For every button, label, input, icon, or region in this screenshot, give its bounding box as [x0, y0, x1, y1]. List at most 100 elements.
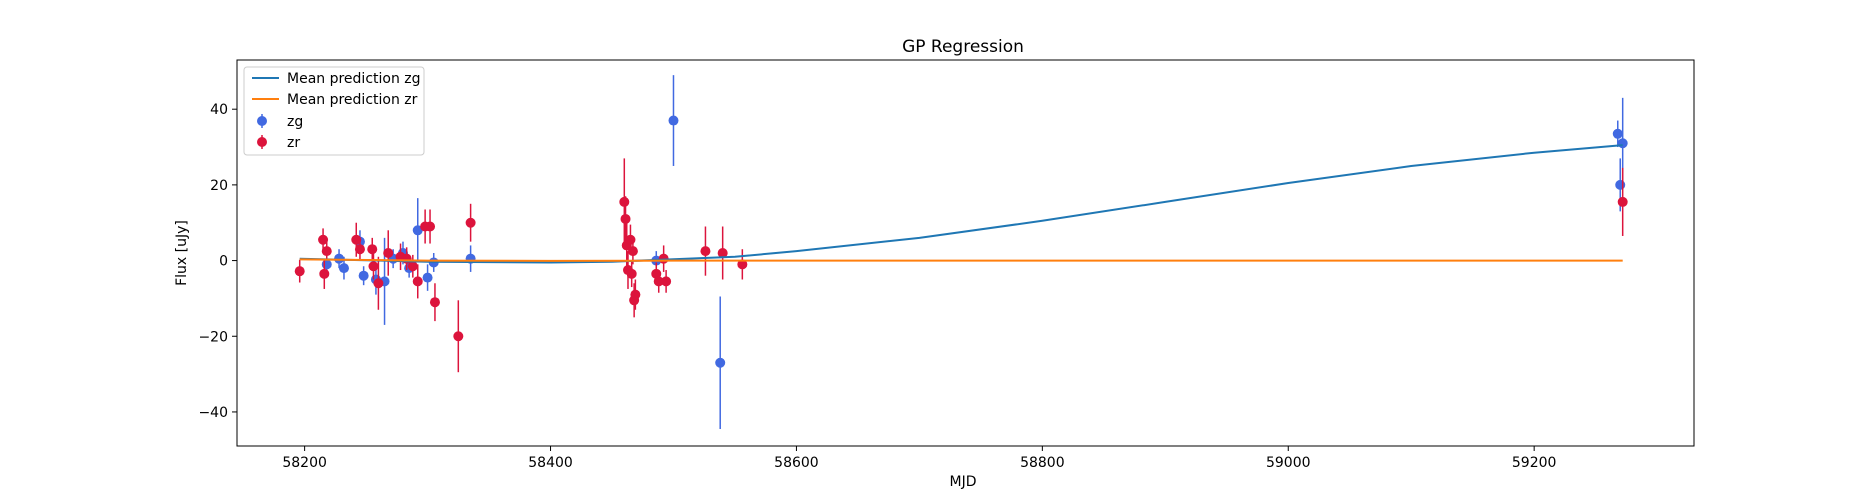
marker-zg	[1612, 128, 1623, 139]
point-zg	[358, 266, 369, 286]
marker-zg	[1615, 179, 1626, 190]
point-zr	[319, 258, 330, 289]
point-zr	[367, 237, 378, 261]
marker-zr	[620, 213, 631, 224]
marker-zr	[619, 196, 630, 207]
marker-zr	[625, 234, 636, 245]
legend-box	[243, 66, 425, 156]
point-zr	[453, 300, 464, 373]
marker-zr	[630, 289, 641, 300]
point-zr	[429, 283, 440, 322]
y-tick-label: 0	[219, 254, 228, 270]
y-tick-label: 20	[210, 178, 228, 194]
y-tick-label: −20	[198, 329, 228, 345]
point-zg	[465, 245, 476, 272]
marker-zr	[412, 276, 423, 287]
point-zr	[626, 260, 637, 288]
point-zr	[412, 264, 423, 299]
x-axis-label: MJD	[950, 474, 977, 490]
point-zg	[412, 198, 423, 263]
point-zr	[653, 270, 664, 293]
marker-zg	[668, 115, 679, 126]
legend-label-zr-line: Mean prediction zr	[287, 92, 418, 108]
marker-zr	[319, 268, 330, 279]
marker-zr	[1617, 196, 1628, 207]
point-zr	[294, 259, 305, 283]
point-zr	[407, 254, 418, 278]
marker-zr	[737, 259, 748, 270]
point-zr	[717, 226, 728, 280]
marker-zr	[321, 246, 332, 257]
point-zr	[425, 209, 436, 244]
point-zg	[715, 296, 726, 429]
legend-marker-zr	[257, 137, 267, 147]
marker-zr	[453, 331, 464, 342]
plot-frame	[236, 59, 1695, 447]
point-zr	[373, 256, 384, 310]
marker-zr	[373, 278, 384, 289]
x-tick-label: 58400	[528, 455, 573, 471]
point-zr	[318, 228, 329, 252]
marker-zr	[700, 246, 711, 257]
marker-zr	[407, 261, 418, 272]
line-mean-prediction-zg	[299, 144, 1623, 264]
x-tick-label: 59200	[1512, 455, 1557, 471]
legend: Mean prediction zg Mean prediction zr zg…	[243, 66, 425, 156]
x-tick-label: 58200	[282, 455, 327, 471]
marker-zg	[422, 272, 433, 283]
point-zr	[383, 230, 394, 276]
chart-title: GP Regression	[902, 37, 1024, 57]
marker-zr	[383, 248, 394, 258]
marker-zg	[338, 263, 349, 274]
marker-zg	[715, 357, 726, 368]
plot-content	[294, 75, 1628, 429]
marker-zg	[1617, 138, 1628, 149]
legend-label-zg-line: Mean prediction zg	[287, 71, 421, 87]
point-zr	[465, 203, 476, 242]
marker-zr	[717, 248, 728, 258]
point-zg	[422, 264, 433, 291]
marker-zr	[429, 297, 440, 308]
marker-zr	[653, 276, 664, 287]
x-tick-label: 58800	[1020, 455, 1065, 471]
point-zr	[661, 270, 672, 293]
marker-zr	[294, 266, 305, 277]
x-tick-label: 58600	[774, 455, 819, 471]
x-axis: 58200 58400 58600 58800 59000 59200	[282, 446, 1556, 471]
marker-zr	[368, 261, 379, 272]
legend-label-zr: zr	[287, 135, 300, 151]
y-tick-label: 40	[210, 102, 228, 118]
point-zr	[619, 158, 630, 246]
marker-zg	[321, 259, 332, 270]
point-zr	[737, 249, 748, 280]
point-zr	[354, 237, 365, 261]
y-axis: −40 −20 0 20 40	[198, 102, 237, 421]
point-zg	[668, 75, 679, 166]
legend-marker-zg	[257, 116, 267, 126]
marker-zg	[358, 270, 369, 281]
marker-zr	[425, 221, 436, 232]
point-zr	[620, 196, 631, 242]
point-zr	[630, 279, 641, 310]
marker-zr	[465, 217, 476, 228]
marker-zr	[351, 234, 362, 245]
marker-zg	[412, 225, 423, 236]
legend-label-zg: zg	[287, 114, 303, 130]
marker-zr	[661, 276, 672, 287]
marker-zr	[627, 246, 638, 257]
marker-zr	[367, 244, 378, 255]
point-zr	[321, 241, 332, 261]
point-zr	[1617, 167, 1628, 236]
marker-zr	[626, 268, 637, 279]
point-zr	[629, 283, 640, 318]
marker-zr	[354, 244, 365, 255]
marker-zr	[318, 234, 329, 245]
y-axis-label: Flux [uJy]	[174, 220, 190, 286]
point-zr	[368, 253, 379, 280]
line-mean-prediction-zr	[299, 258, 1623, 262]
y-tick-label: −40	[198, 405, 228, 421]
x-tick-label: 59000	[1266, 455, 1311, 471]
point-zr	[700, 226, 711, 276]
